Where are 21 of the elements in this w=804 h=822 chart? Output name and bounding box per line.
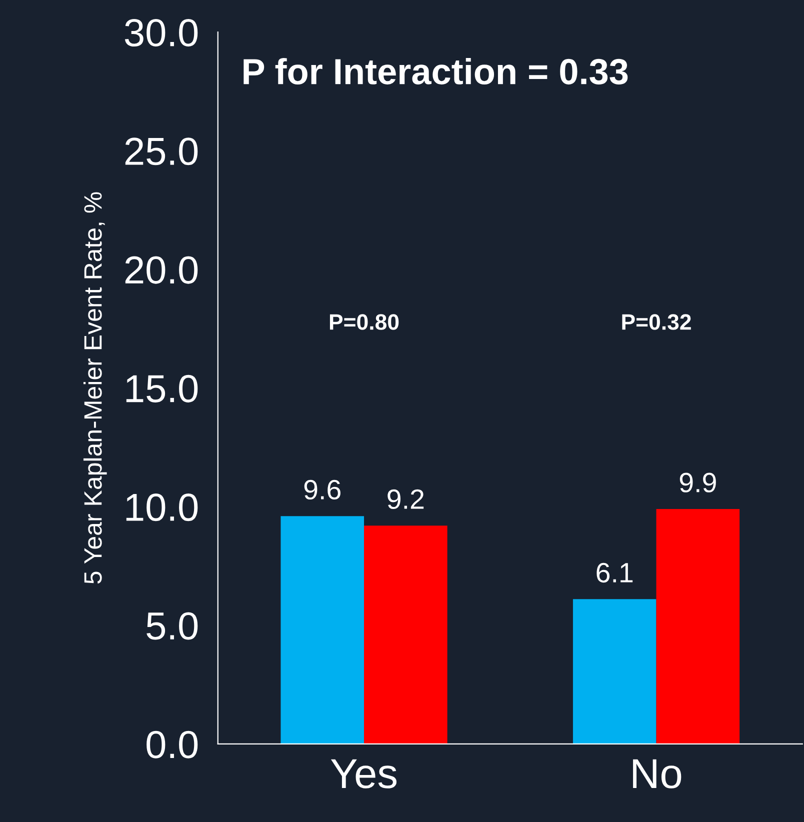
annotation: P for Interaction = 0.33	[244, 58, 628, 85]
y-tick-label: 10.0	[126, 494, 198, 522]
annotation: P=0.32	[622, 314, 691, 330]
y-tick-label: 20.0	[125, 256, 198, 284]
y-tick-label: 5.0	[146, 612, 198, 640]
data-label: 9.6	[304, 480, 340, 500]
y-tick-label: 25.0	[125, 138, 198, 166]
bar	[280, 516, 364, 744]
y-axis-title: 5 Year Kaplan-Meier Event Rate, %	[83, 192, 107, 584]
data-label: 9.9	[680, 472, 716, 492]
x-tick-label: No	[633, 759, 682, 788]
bar	[572, 599, 656, 744]
x-tick-label: Yes	[330, 759, 397, 788]
bar	[656, 509, 740, 744]
y-tick-label: 30.0	[124, 18, 198, 47]
y-tick-label: 15.0	[126, 374, 198, 402]
data-label: 9.2	[388, 489, 424, 510]
bar	[364, 526, 448, 744]
y-tick-label: 0.0	[146, 730, 198, 758]
data-label: 6.1	[596, 562, 633, 583]
annotation: P=0.80	[330, 314, 399, 330]
